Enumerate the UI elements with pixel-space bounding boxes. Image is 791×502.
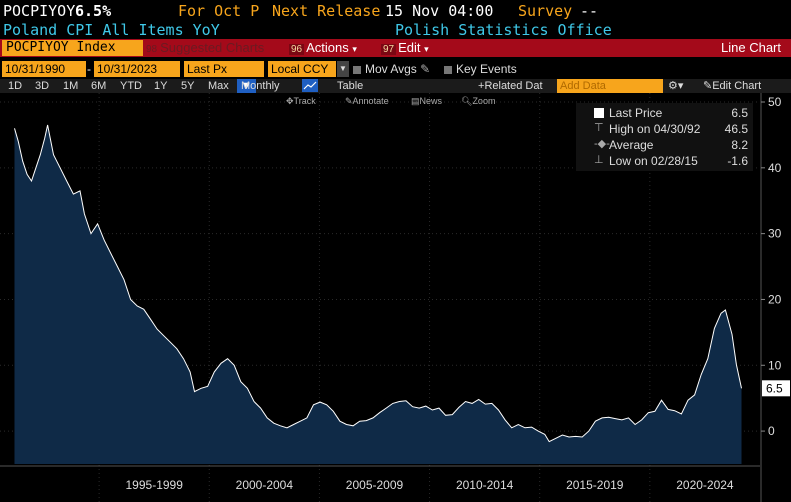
add-data-input[interactable]: Add Data [557,79,663,93]
next-release-label: Next Release [272,2,381,20]
cpi-chart[interactable]: 0 10 20 30 40 50 1995-1999 2000-2004 2005-2009 2… [0,93,791,502]
y-tick-label: 40 [768,161,782,175]
high-marker-icon: ⊤ [594,122,604,134]
suggested-charts-button[interactable]: 98 Suggested Charts [146,40,265,55]
last-value: 6.5% [75,2,112,20]
data-source: Polish Statistics Office [395,21,612,39]
chart-type-label[interactable]: Line Chart [721,40,781,55]
period-bar: 1D 3D 1M 6M YTD 1Y 5Y Max Monthly ▼ Tabl… [0,79,791,93]
legend-high: ⊤ High on 04/30/92 46.5 [594,122,748,136]
period-3d[interactable]: 3D [35,80,50,92]
last-value-marker: 6.5 [762,380,790,397]
end-date-field[interactable]: 10/31/2023 [94,61,180,77]
y-tick-label: 0 [768,424,775,438]
y-tick-label: 20 [768,292,782,306]
key-events-toggle[interactable]: Key Events [444,61,517,77]
period-1d[interactable]: 1D [8,80,23,92]
checkbox-icon [444,65,452,74]
zoom-tool[interactable]: 🔍︎ Zoom [461,96,496,106]
currency-dropdown-icon[interactable]: ▼ [337,61,349,77]
period-max[interactable]: Max [208,80,229,92]
y-tick-label: 30 [768,227,782,241]
cpi-series-line [14,124,742,443]
chart-controls: 10/31/1990 - 10/31/2023 Last Px Local CC… [0,61,791,77]
x-category-label: 1995-1999 [126,478,184,492]
low-marker-icon: ⊥ [594,154,604,166]
frequency-selector[interactable]: Monthly ▼ [237,79,280,93]
next-release-value: 15 Nov 04:00 [385,2,494,20]
last-value-label: 6.5 [766,381,783,395]
track-tool[interactable]: ✥ Track [286,96,316,106]
legend-panel: Last Price 6.5 ⊤ High on 04/30/92 46.5 -… [576,103,753,171]
date-separator: - [87,62,91,76]
survey-label: Survey [518,2,573,20]
x-category-label: 2005-2009 [346,478,404,492]
annotate-tool[interactable]: ✎ Annotate [345,96,389,106]
header-line-1: POCPIYOY 6.5% For Oct P Next Release 15 … [0,0,791,20]
table-button[interactable]: Table [337,80,364,92]
period-5y[interactable]: 5Y [181,80,195,92]
field-selector[interactable]: Last Px [184,61,264,77]
chart-toolbar: POCPIYOY Index 98 Suggested Charts 96 Acti… [0,39,791,57]
period-1y[interactable]: 1Y [154,80,168,92]
news-tool[interactable]: ▤ News [411,96,443,106]
edit-chart-button[interactable]: ✎ Edit Chart [703,80,762,92]
cpi-area-fill [14,125,742,464]
mov-avgs-toggle[interactable]: Mov Avgs ✎ [353,61,430,77]
legend-average: -◆- Average 8.2 [594,138,748,152]
x-category-label: 2015-2019 [566,478,624,492]
y-axis: 0 10 20 30 40 50 [760,93,782,502]
period-6m[interactable]: 6M [91,80,107,92]
average-marker-icon: -◆- [594,138,610,150]
y-tick-label: 50 [768,95,782,109]
y-tick-label: 10 [768,358,782,372]
start-date-field[interactable]: 10/31/1990 [2,61,86,77]
header-line-2: Poland CPI All Items YoY Polish Statisti… [0,20,791,39]
white-square-icon [594,108,604,118]
x-category-label: 2000-2004 [236,478,294,492]
last-value-box [762,380,790,397]
period-ytd[interactable]: YTD [120,80,142,92]
pencil-icon[interactable]: ✎ [420,62,431,76]
line-chart-icon[interactable] [302,79,318,92]
actions-menu[interactable]: 96 Actions ▾ [289,40,357,55]
edit-menu[interactable]: 97 Edit ▾ [381,40,429,55]
security-input[interactable]: POCPIYOY Index [2,40,143,56]
currency-selector[interactable]: Local CCY [268,61,336,77]
checkbox-icon [353,65,361,74]
related-data-button[interactable]: + Related Dat [478,80,543,92]
period-1m[interactable]: 1M [63,80,79,92]
survey-value: -- [580,2,599,20]
legend-last-price: Last Price 6.5 [576,105,753,121]
x-axis: 1995-1999 2000-2004 2005-2009 2010-2014 2015… [0,465,760,492]
ticker-code: POCPIYOY [3,2,76,20]
index-description: Poland CPI All Items YoY [3,21,220,39]
for-period: For Oct P [178,2,260,20]
legend-low: ⊥ Low on 02/28/15 -1.6 [594,154,748,168]
settings-icon[interactable]: ⚙▾ [668,80,684,92]
chart-tools: ✥ Track ✎ Annotate ▤ News 🔍︎ Zoom [0,96,791,108]
x-category-label: 2020-2024 [676,478,734,492]
x-category-label: 2010-2014 [456,478,514,492]
